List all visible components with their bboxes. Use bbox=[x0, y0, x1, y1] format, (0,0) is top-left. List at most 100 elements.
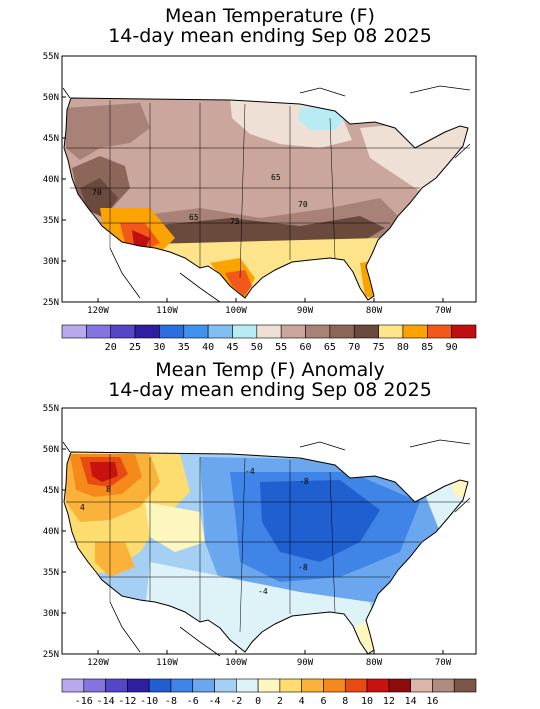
colorbar-swatch bbox=[86, 324, 112, 339]
temperature-anomaly-map: 55N 50N 45N 40N 35N 30N 25N 120W 110W 100W 90W 80W… bbox=[43, 404, 477, 707]
colorbar-swatch bbox=[214, 678, 237, 693]
colorbar-label: 2 bbox=[277, 696, 283, 707]
longitude-label: 110W bbox=[156, 658, 178, 668]
coastlines bbox=[62, 85, 471, 303]
longitude-labels: 120W 110W 100W 90W 80W 70W bbox=[87, 650, 452, 668]
colorbar-swatch bbox=[61, 324, 87, 339]
colorbar-label: 75 bbox=[373, 342, 385, 353]
latitude-label: 35N bbox=[43, 216, 59, 226]
mean-temperature-map: 55N 50N 45N 40N 35N 30N 25N 120W 110W 100W 90W 80W… bbox=[43, 52, 477, 353]
longitude-labels: 120W 110W 100W 90W 80W 70W bbox=[87, 298, 452, 316]
colorbar-swatch bbox=[305, 324, 331, 339]
contour-label: 65 bbox=[271, 173, 281, 182]
colorbar-swatch bbox=[207, 324, 233, 339]
latitude-label: 45N bbox=[43, 486, 59, 496]
contour-label: -8 bbox=[299, 477, 309, 486]
colorbar-swatch bbox=[280, 324, 306, 339]
colorbar-swatch bbox=[232, 324, 258, 339]
colorbar-label: -8 bbox=[165, 696, 177, 707]
colorbar-label: 45 bbox=[226, 342, 238, 353]
latitude-label: 50N bbox=[43, 93, 59, 103]
colorbar-swatch bbox=[159, 324, 185, 339]
colorbar-label: 12 bbox=[383, 696, 395, 707]
colorbar-swatch bbox=[183, 324, 209, 339]
temperature-colorbar: 20 25 30 35 40 45 50 55 60 65 70 75 80 85 90 bbox=[61, 324, 477, 353]
longitude-label: 80W bbox=[366, 306, 383, 316]
latitude-label: 30N bbox=[43, 609, 59, 619]
colorbar-swatch bbox=[170, 678, 194, 693]
colorbar-label: 65 bbox=[324, 342, 336, 353]
anomaly-colorbar: -16 -14 -12 -10 -8 -6 -4 -2 0 2 4 6 8 10 12 14 16 bbox=[61, 678, 477, 707]
colorbar-swatch bbox=[301, 678, 324, 693]
colorbar-swatch bbox=[192, 678, 215, 693]
colorbar-swatch bbox=[329, 324, 355, 339]
colorbar-swatch bbox=[148, 678, 172, 693]
colorbar-swatch bbox=[323, 678, 346, 693]
colorbar-label: 6 bbox=[320, 696, 326, 707]
longitude-label: 70W bbox=[435, 306, 452, 316]
latitude-label: 55N bbox=[43, 404, 59, 414]
colorbar-label: 10 bbox=[361, 696, 373, 707]
contour-label: -4 bbox=[245, 467, 255, 476]
colorbar-label: 0 bbox=[255, 696, 261, 707]
colorbar-swatch bbox=[353, 324, 379, 339]
colorbar-swatch bbox=[453, 678, 477, 693]
colorbar-swatch bbox=[256, 324, 282, 339]
coastlines bbox=[62, 439, 471, 657]
longitude-label: 90W bbox=[297, 306, 314, 316]
colorbar-label: 90 bbox=[446, 342, 458, 353]
colorbar-label: 50 bbox=[251, 342, 263, 353]
bottom-title-line2: 14-day mean ending Sep 08 2025 bbox=[108, 379, 432, 401]
latitude-label: 25N bbox=[43, 650, 59, 660]
colorbar-swatch bbox=[410, 678, 433, 693]
colorbar-swatch bbox=[61, 678, 85, 693]
colorbar-label: 60 bbox=[300, 342, 312, 353]
longitude-label: 120W bbox=[87, 658, 109, 668]
colorbar-swatch bbox=[426, 324, 452, 339]
latitude-label: 35N bbox=[43, 568, 59, 578]
colorbar-swatch bbox=[388, 678, 411, 693]
contour-label: 65 bbox=[189, 213, 199, 222]
colorbar-label: -14 bbox=[97, 696, 115, 707]
longitude-label: 110W bbox=[156, 306, 178, 316]
colorbar-swatch bbox=[105, 678, 128, 693]
colorbar-label: 20 bbox=[105, 342, 117, 353]
colorbar-label: 4 bbox=[299, 696, 305, 707]
longitude-label: 70W bbox=[435, 658, 452, 668]
colorbar-label: 80 bbox=[397, 342, 409, 353]
top-title-line2: 14-day mean ending Sep 08 2025 bbox=[108, 25, 432, 47]
colorbar-swatch bbox=[366, 678, 390, 693]
colorbar-swatch bbox=[134, 324, 160, 339]
colorbar-swatch bbox=[378, 324, 404, 339]
contour-label: 75 bbox=[230, 217, 240, 226]
top-title-line1: Mean Temperature (F) bbox=[165, 5, 375, 27]
colorbar-swatch bbox=[344, 678, 368, 693]
colorbar-label: 35 bbox=[178, 342, 190, 353]
colorbar-label: -4 bbox=[209, 696, 221, 707]
colorbar-label: 8 bbox=[342, 696, 348, 707]
state-boundaries bbox=[66, 100, 470, 279]
contour-label: 8 bbox=[106, 485, 111, 494]
latitude-label: 40N bbox=[43, 527, 59, 537]
latitude-label: 45N bbox=[43, 134, 59, 144]
colorbar-swatch bbox=[110, 324, 136, 339]
colorbar-label: -2 bbox=[230, 696, 242, 707]
latitude-label: 25N bbox=[43, 298, 59, 308]
colorbar-label: 16 bbox=[426, 696, 438, 707]
colorbar-swatch bbox=[257, 678, 281, 693]
longitude-label: 100W bbox=[225, 658, 247, 668]
colorbar-swatch bbox=[83, 678, 106, 693]
colorbar-swatch bbox=[432, 678, 455, 693]
contour-label: -4 bbox=[258, 587, 268, 596]
colorbar-swatch bbox=[127, 678, 150, 693]
colorbar-label: 55 bbox=[275, 342, 287, 353]
latitude-label: 30N bbox=[43, 257, 59, 267]
colorbar-label: -16 bbox=[75, 696, 93, 707]
colorbar-label: -12 bbox=[118, 696, 136, 707]
contour-label: 70 bbox=[298, 200, 308, 209]
longitude-label: 80W bbox=[366, 658, 383, 668]
colorbar-swatch bbox=[451, 324, 477, 339]
latitude-label: 55N bbox=[43, 52, 59, 62]
contour-label: 70 bbox=[92, 188, 102, 197]
latitude-label: 50N bbox=[43, 445, 59, 455]
